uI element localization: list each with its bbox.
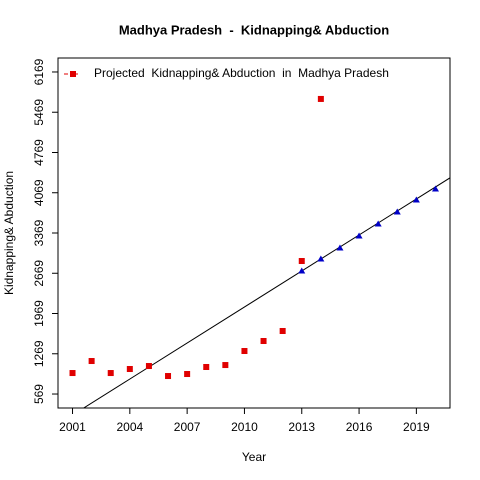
x-tick-label: 2016 bbox=[346, 420, 373, 434]
data-point bbox=[145, 363, 152, 370]
legend-label: Projected Kidnapping& Abduction in Madhy… bbox=[94, 66, 389, 80]
data-point bbox=[88, 358, 95, 365]
plot-area bbox=[82, 177, 450, 408]
data-point bbox=[393, 208, 401, 215]
data-point bbox=[165, 373, 172, 380]
data-point bbox=[298, 267, 306, 274]
data-point bbox=[222, 362, 229, 369]
data-point bbox=[260, 338, 267, 345]
x-tick-label: 2007 bbox=[174, 420, 201, 434]
data-point bbox=[203, 363, 210, 370]
x-tick-label: 2019 bbox=[403, 420, 430, 434]
x-tick-label: 2004 bbox=[116, 420, 143, 434]
data-point bbox=[107, 370, 114, 377]
data-point bbox=[241, 348, 248, 355]
data-point bbox=[69, 370, 76, 377]
y-tick-label: 4069 bbox=[32, 179, 46, 206]
y-tick-label: 6169 bbox=[32, 58, 46, 85]
data-point bbox=[412, 196, 420, 203]
y-axis-label: Kidnapping& Abduction bbox=[2, 171, 16, 295]
x-tick-label: 2013 bbox=[288, 420, 315, 434]
y-tick-label: 5469 bbox=[32, 99, 46, 126]
legend-marker bbox=[70, 71, 76, 77]
x-tick-label: 2001 bbox=[59, 420, 86, 434]
data-point bbox=[374, 220, 382, 227]
data-point bbox=[336, 244, 344, 251]
data-point bbox=[431, 185, 439, 192]
trend-line bbox=[82, 177, 450, 408]
x-axis-label: Year bbox=[242, 450, 266, 464]
chart-title: Madhya Pradesh - Kidnapping& Abduction bbox=[119, 22, 389, 37]
y-tick-label: 569 bbox=[32, 384, 46, 404]
data-point bbox=[184, 371, 191, 378]
data-point bbox=[279, 327, 286, 334]
data-point bbox=[298, 258, 305, 265]
x-tick-label: 2010 bbox=[231, 420, 258, 434]
y-tick-label: 3369 bbox=[32, 219, 46, 246]
data-point bbox=[317, 95, 324, 102]
y-tick-label: 2669 bbox=[32, 260, 46, 287]
y-tick-label: 1969 bbox=[32, 300, 46, 327]
data-point bbox=[355, 232, 363, 239]
y-tick-label: 4769 bbox=[32, 139, 46, 166]
data-point bbox=[317, 255, 325, 262]
y-tick-label: 1269 bbox=[32, 340, 46, 367]
data-point bbox=[126, 366, 133, 373]
